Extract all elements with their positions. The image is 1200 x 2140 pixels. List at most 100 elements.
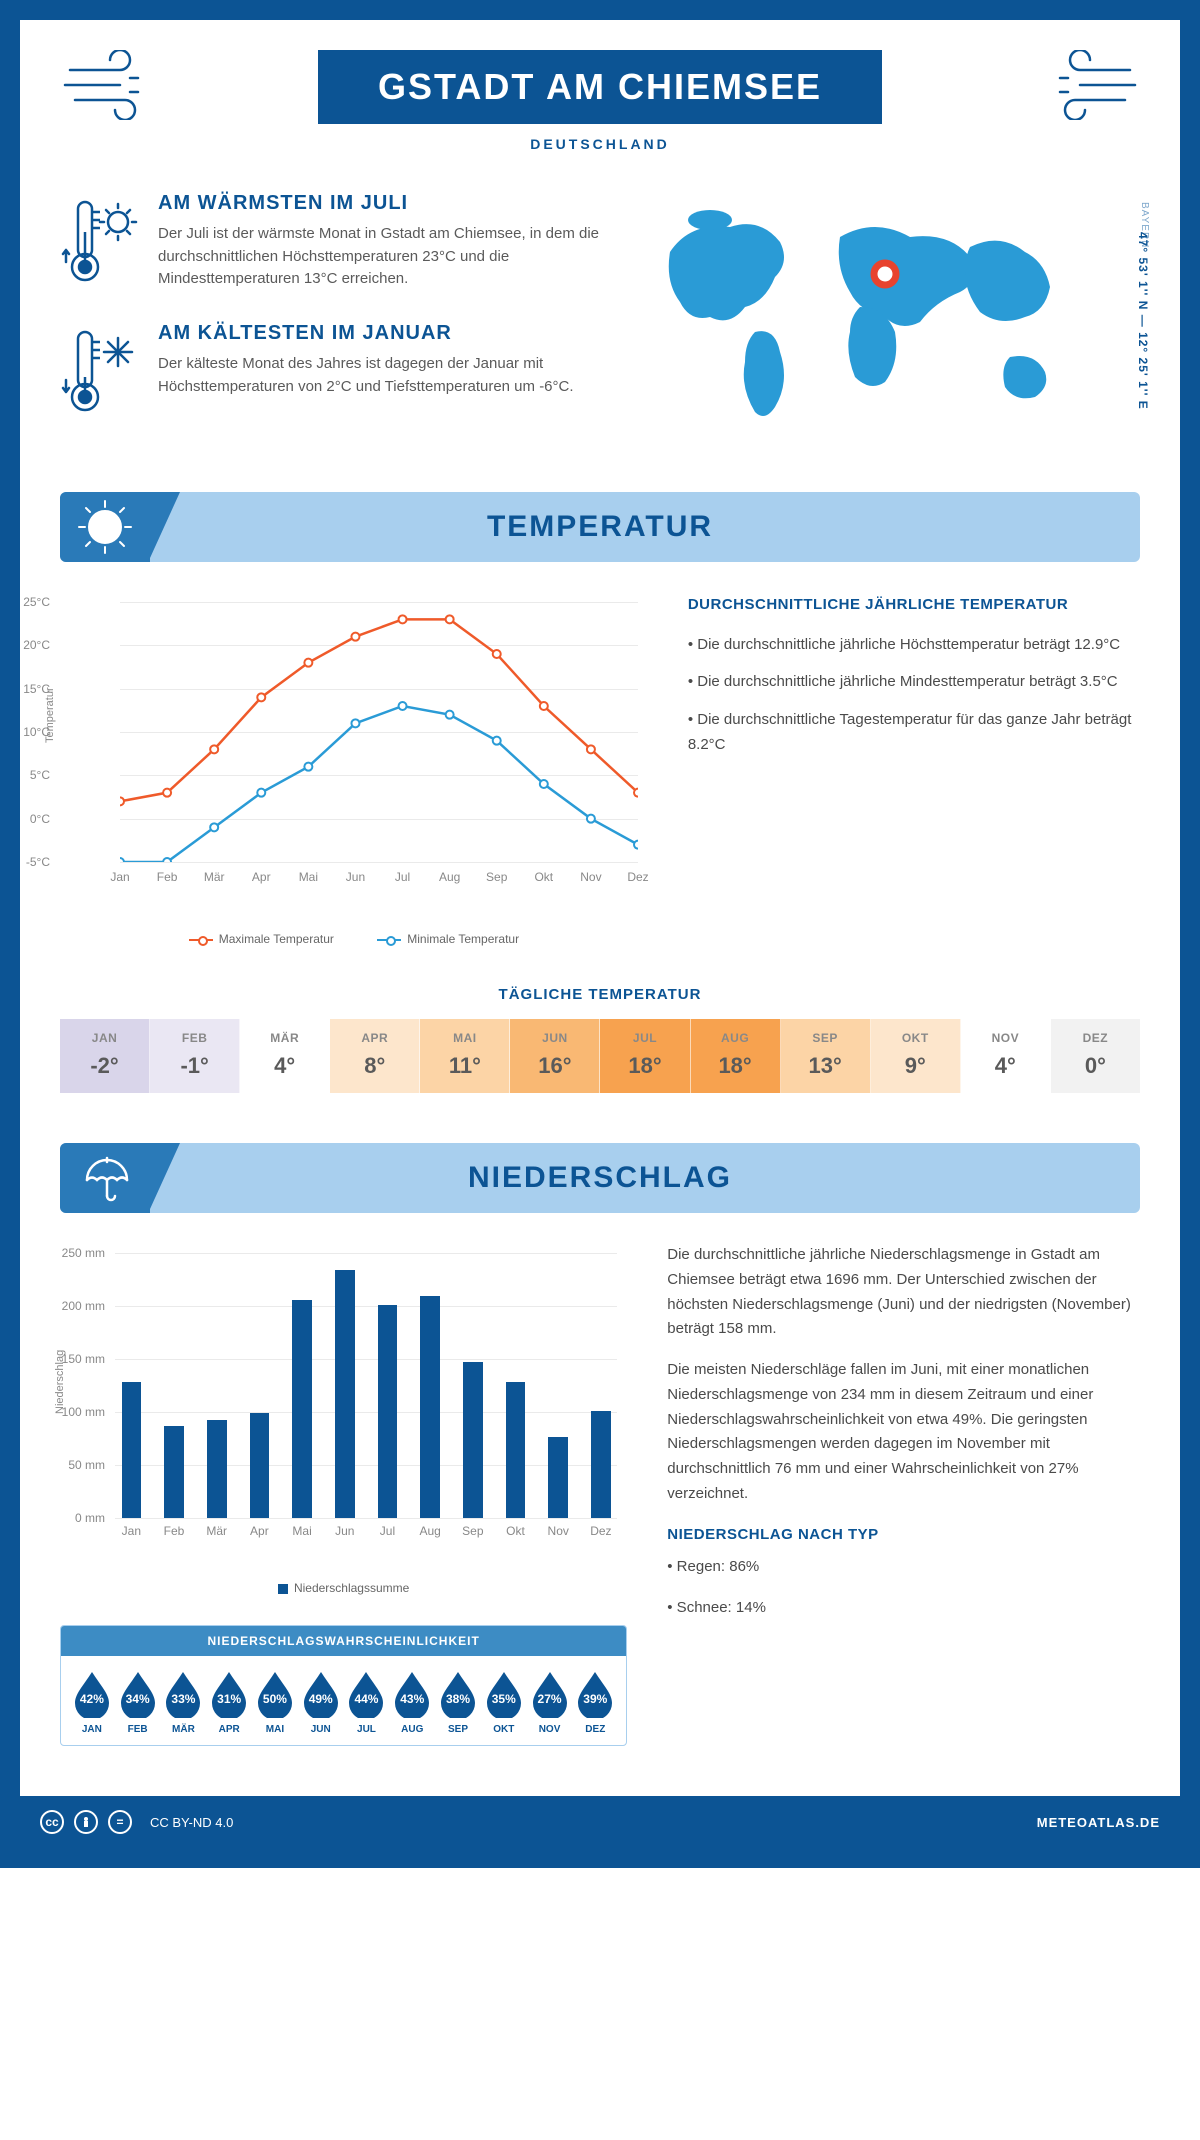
drop-percent: 44% [345,1692,387,1706]
temperature-line-chart: Temperatur JanFebMärAprMaiJunJulAugSepOk… [60,592,648,946]
summary-bullet: • Die durchschnittliche jährliche Höchst… [688,632,1140,658]
ytick-label: 200 mm [60,1299,105,1313]
bar [335,1270,355,1518]
footer: cc = CC BY-ND 4.0 METEOATLAS.DE [20,1796,1180,1848]
temp-strip-cell: JUL 18° [600,1019,690,1093]
summary-bullet: • Die durchschnittliche jährliche Mindes… [688,669,1140,695]
intro-row: AM WÄRMSTEN IM JULI Der Juli ist der wär… [60,192,1140,452]
ytick-label: 50 mm [60,1458,105,1472]
temp-strip-cell: SEP 13° [781,1019,871,1093]
drop-month: JUN [298,1724,344,1735]
drop-cell: 50%MAI [252,1670,298,1735]
header: GSTADT AM CHIEMSEE DEUTSCHLAND [60,50,1140,152]
precip-text: Die meisten Niederschläge fallen im Juni… [667,1358,1140,1507]
ytick-label: 20°C [0,638,50,652]
temp-strip-cell: APR8° [330,1019,420,1093]
drop-month: FEB [115,1724,161,1735]
xtick-label: Sep [462,1524,483,1538]
ytick-label: 0°C [0,812,50,826]
fact-warmest-text: Der Juli ist der wärmste Monat in Gstadt… [158,223,610,291]
temp-strip-cell: NOV4° [961,1019,1051,1093]
strip-month: JAN [60,1031,149,1045]
drop-cell: 35% OKT [481,1670,527,1735]
daily-temp-title: TÄGLICHE TEMPERATUR [60,986,1140,1003]
ytick-label: 0 mm [60,1511,105,1525]
drop-cell: 42%JAN [69,1670,115,1735]
fact-coldest-title: AM KÄLTESTEN IM JANUAR [158,322,610,345]
xtick-label: Apr [252,870,271,884]
xtick-label: Dez [627,870,648,884]
xtick-label: Jan [122,1524,141,1538]
strip-month: JUL [600,1031,689,1045]
page-title: GSTADT AM CHIEMSEE [318,50,882,124]
chart-legend: Maximale Temperatur Minimale Temperatur [60,932,648,946]
strip-month: MAI [420,1031,509,1045]
drop-month: SEP [435,1724,481,1735]
drop-percent: 35% [483,1692,525,1706]
precip-text: Die durchschnittliche jährliche Niedersc… [667,1243,1140,1342]
strip-month: DEZ [1051,1031,1140,1045]
strip-value: 0° [1051,1053,1140,1079]
xtick-label: Mai [292,1524,311,1538]
bar [463,1362,483,1518]
daily-temp-strip: JAN-2°FEB-1°MÄR4°APR8°MAI11°JUN16°JUL18°… [60,1019,1140,1093]
xtick-label: Apr [250,1524,269,1538]
world-map: BAYERN 47° 53' 1'' N — 12° 25' 1'' E [640,192,1140,452]
strip-value: 11° [420,1053,509,1079]
xtick-label: Mär [206,1524,227,1538]
drop-month: APR [206,1724,252,1735]
drop-month: OKT [481,1724,527,1735]
temp-strip-cell: AUG18° [691,1019,781,1093]
temp-strip-cell: MÄR4° [240,1019,330,1093]
ytick-label: 250 mm [60,1246,105,1260]
strip-value: 18° [600,1053,689,1079]
strip-value: 8° [330,1053,419,1079]
ytick-label: 150 mm [60,1352,105,1366]
drop-cell: 44%JUL [344,1670,390,1735]
bar [591,1411,611,1518]
thermometer-sun-icon [60,192,140,292]
bar [292,1300,312,1518]
coords-label: 47° 53' 1'' N — 12° 25' 1'' E [1136,232,1150,410]
fact-coldest-text: Der kälteste Monat des Jahres ist dagege… [158,353,610,398]
strip-value: 13° [781,1053,870,1079]
temp-strip-cell: DEZ 0° [1051,1019,1140,1093]
drop-cell: 33%MÄR [161,1670,207,1735]
drop-cell: 49% JUN [298,1670,344,1735]
bar [506,1382,526,1518]
drop-percent: 27% [529,1692,571,1706]
fact-warmest-title: AM WÄRMSTEN IM JULI [158,192,610,215]
ytick-label: 10°C [0,725,50,739]
drop-percent: 43% [391,1692,433,1706]
xtick-label: Nov [580,870,601,884]
strip-value: -1° [150,1053,239,1079]
by-icon [74,1810,98,1834]
bar [548,1437,568,1518]
summary-bullet: • Die durchschnittliche Tagestemperatur … [688,707,1140,758]
fact-warmest: AM WÄRMSTEN IM JULI Der Juli ist der wär… [60,192,610,292]
drop-percent: 49% [300,1692,342,1706]
section-banner-temperature: TEMPERATUR [60,492,1140,562]
ytick-label: 25°C [0,595,50,609]
precip-bar-chart: Niederschlag 0 mm50 mm100 mm150 mm200 mm… [60,1243,627,1573]
strip-month: SEP [781,1031,870,1045]
precip-type-snow: • Schnee: 14% [667,1596,1140,1621]
sun-icon [60,492,150,562]
ytick-label: 5°C [0,768,50,782]
section-title: TEMPERATUR [487,510,713,543]
fact-coldest: AM KÄLTESTEN IM JANUAR Der kälteste Mona… [60,322,610,422]
xtick-label: Mär [204,870,225,884]
xtick-label: Aug [439,870,460,884]
xtick-label: Dez [590,1524,611,1538]
xtick-label: Sep [486,870,507,884]
drop-cell: 38%SEP [435,1670,481,1735]
temp-strip-cell: OKT9° [871,1019,961,1093]
drop-cell: 31%APR [206,1670,252,1735]
license-icons: cc = CC BY-ND 4.0 [40,1810,233,1834]
temp-strip-cell: FEB-1° [150,1019,240,1093]
drop-cell: 39%DEZ [572,1670,618,1735]
probability-title: NIEDERSCHLAGSWAHRSCHEINLICHKEIT [61,1626,626,1656]
drop-cell: 43%AUG [389,1670,435,1735]
drop-cell: 34%FEB [115,1670,161,1735]
section-banner-precip: NIEDERSCHLAG [60,1143,1140,1213]
